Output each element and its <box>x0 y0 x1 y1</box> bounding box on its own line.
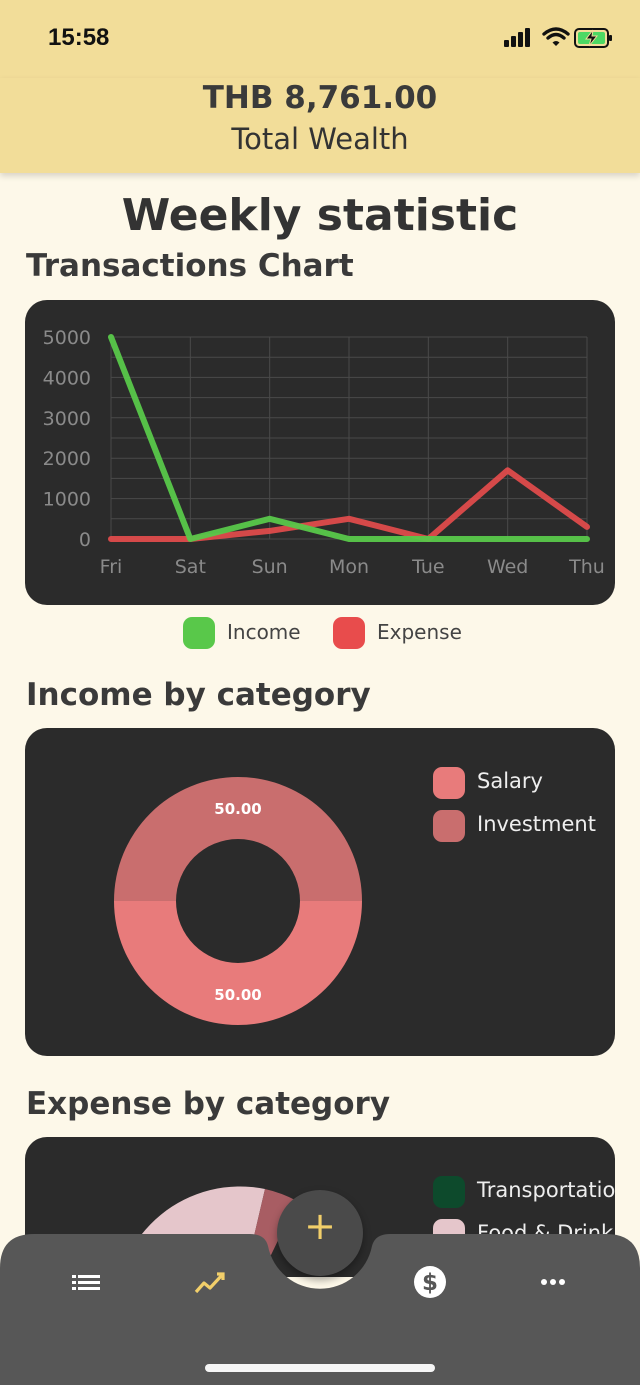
nav-transactions-list[interactable] <box>62 1262 112 1302</box>
svg-text:$: $ <box>422 1270 438 1296</box>
income-legend-label: Income <box>227 620 301 644</box>
x-tick-label: Fri <box>100 556 123 578</box>
dollar-icon: $ <box>414 1266 446 1298</box>
nav-more[interactable] <box>528 1262 578 1302</box>
x-tick-label: Sat <box>175 556 206 578</box>
transactions-line-chart: 5000 4000 3000 2000 1000 0 Fri Sat Sun Mon Tue Wed T… <box>43 327 605 578</box>
trend-icon <box>194 1272 225 1294</box>
plus-icon: + <box>304 1204 336 1248</box>
income-slice-investment[interactable] <box>114 777 362 901</box>
income-slice-investment-label: 50.00 <box>214 800 261 818</box>
y-tick-label: 0 <box>79 529 91 551</box>
transportation-swatch <box>433 1176 465 1208</box>
y-tick-label: 5000 <box>43 327 91 349</box>
x-tick-label: Thu <box>568 556 605 578</box>
y-tick-label: 3000 <box>43 408 91 430</box>
nav-budget[interactable]: $ <box>405 1262 455 1302</box>
x-tick-label: Mon <box>329 556 369 578</box>
y-tick-label: 1000 <box>43 489 91 511</box>
income-slice-salary-label: 50.00 <box>214 986 261 1004</box>
income-section-title: Income by category <box>26 677 371 713</box>
y-tick-label: 4000 <box>43 367 91 389</box>
battery-charging-icon <box>574 28 612 48</box>
income-donut-chart: 50.00 50.00 <box>114 777 362 1025</box>
series-line-income[interactable] <box>108 334 590 542</box>
nav-statistics[interactable] <box>185 1262 235 1302</box>
income-slice-salary[interactable] <box>114 901 362 1025</box>
status-icons <box>504 26 614 52</box>
x-tick-label: Tue <box>411 556 444 578</box>
x-tick-label: Wed <box>487 556 528 578</box>
y-tick-label: 2000 <box>43 448 91 470</box>
transactions-legend: Income Expense <box>0 616 640 652</box>
total-wealth-label: Total Wealth <box>231 122 409 156</box>
expense-section-title: Expense by category <box>26 1086 391 1122</box>
list-icon <box>72 1275 100 1290</box>
total-wealth-amount: THB 8,761.00 <box>202 80 438 116</box>
more-icon <box>541 1279 565 1285</box>
home-indicator <box>205 1364 435 1372</box>
bottom-navigation <box>0 1232 640 1385</box>
income-swatch <box>183 617 215 649</box>
income-chart-card: 50.00 50.00 Salary Investment <box>25 728 615 1056</box>
add-transaction-button[interactable]: + <box>277 1190 363 1276</box>
transactions-chart-card: 5000 4000 3000 2000 1000 0 Fri Sat Sun Mon Tue Wed T… <box>25 300 615 605</box>
investment-legend-label: Investment <box>477 812 596 836</box>
page-title: Weekly statistic <box>121 190 519 241</box>
status-time: 15:58 <box>48 24 110 51</box>
transportation-legend-label: Transportation <box>477 1178 615 1202</box>
signal-icon <box>504 28 530 47</box>
wealth-header: THB 8,761.00 Total Wealth <box>0 78 640 173</box>
salary-legend-label: Salary <box>477 769 543 793</box>
salary-swatch <box>433 767 465 799</box>
wifi-icon <box>542 27 570 46</box>
expense-swatch <box>333 617 365 649</box>
transactions-section-title: Transactions Chart <box>26 248 354 284</box>
expense-legend-label: Expense <box>377 620 462 644</box>
investment-swatch <box>433 810 465 842</box>
x-tick-label: Sun <box>252 556 288 578</box>
status-bar: 15:58 <box>0 0 640 78</box>
